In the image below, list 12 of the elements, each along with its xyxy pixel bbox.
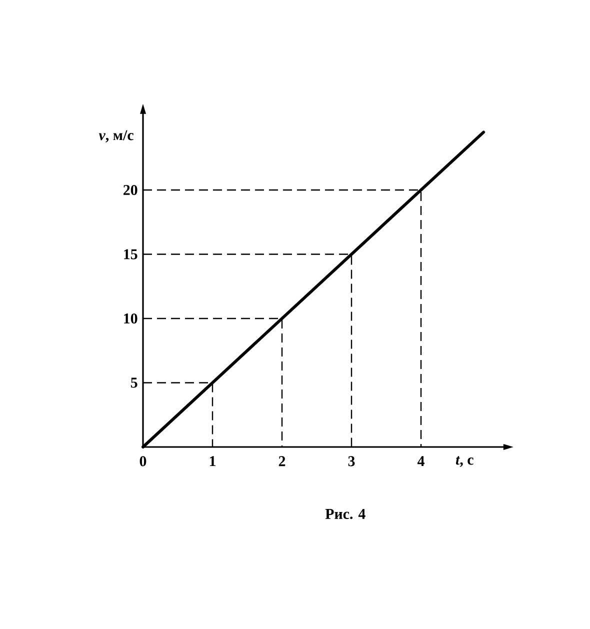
- text: Рис. 4: [325, 508, 366, 520]
- x-tick-label: 3: [348, 456, 355, 466]
- y-tick-label: 10: [124, 313, 138, 324]
- x-tick-label: 2: [278, 456, 286, 466]
- y-tick-label: 5: [130, 378, 138, 388]
- y-tick-label: 15: [124, 249, 138, 260]
- y-tick-label: 20: [124, 184, 138, 196]
- y-axis-title: v, м/с: [98, 130, 134, 142]
- x-tick-label: 0: [140, 456, 146, 466]
- x-tick-label: 4: [417, 456, 424, 466]
- x-tick-label: 1: [210, 456, 216, 466]
- x-axis-title: t, с: [456, 456, 474, 467]
